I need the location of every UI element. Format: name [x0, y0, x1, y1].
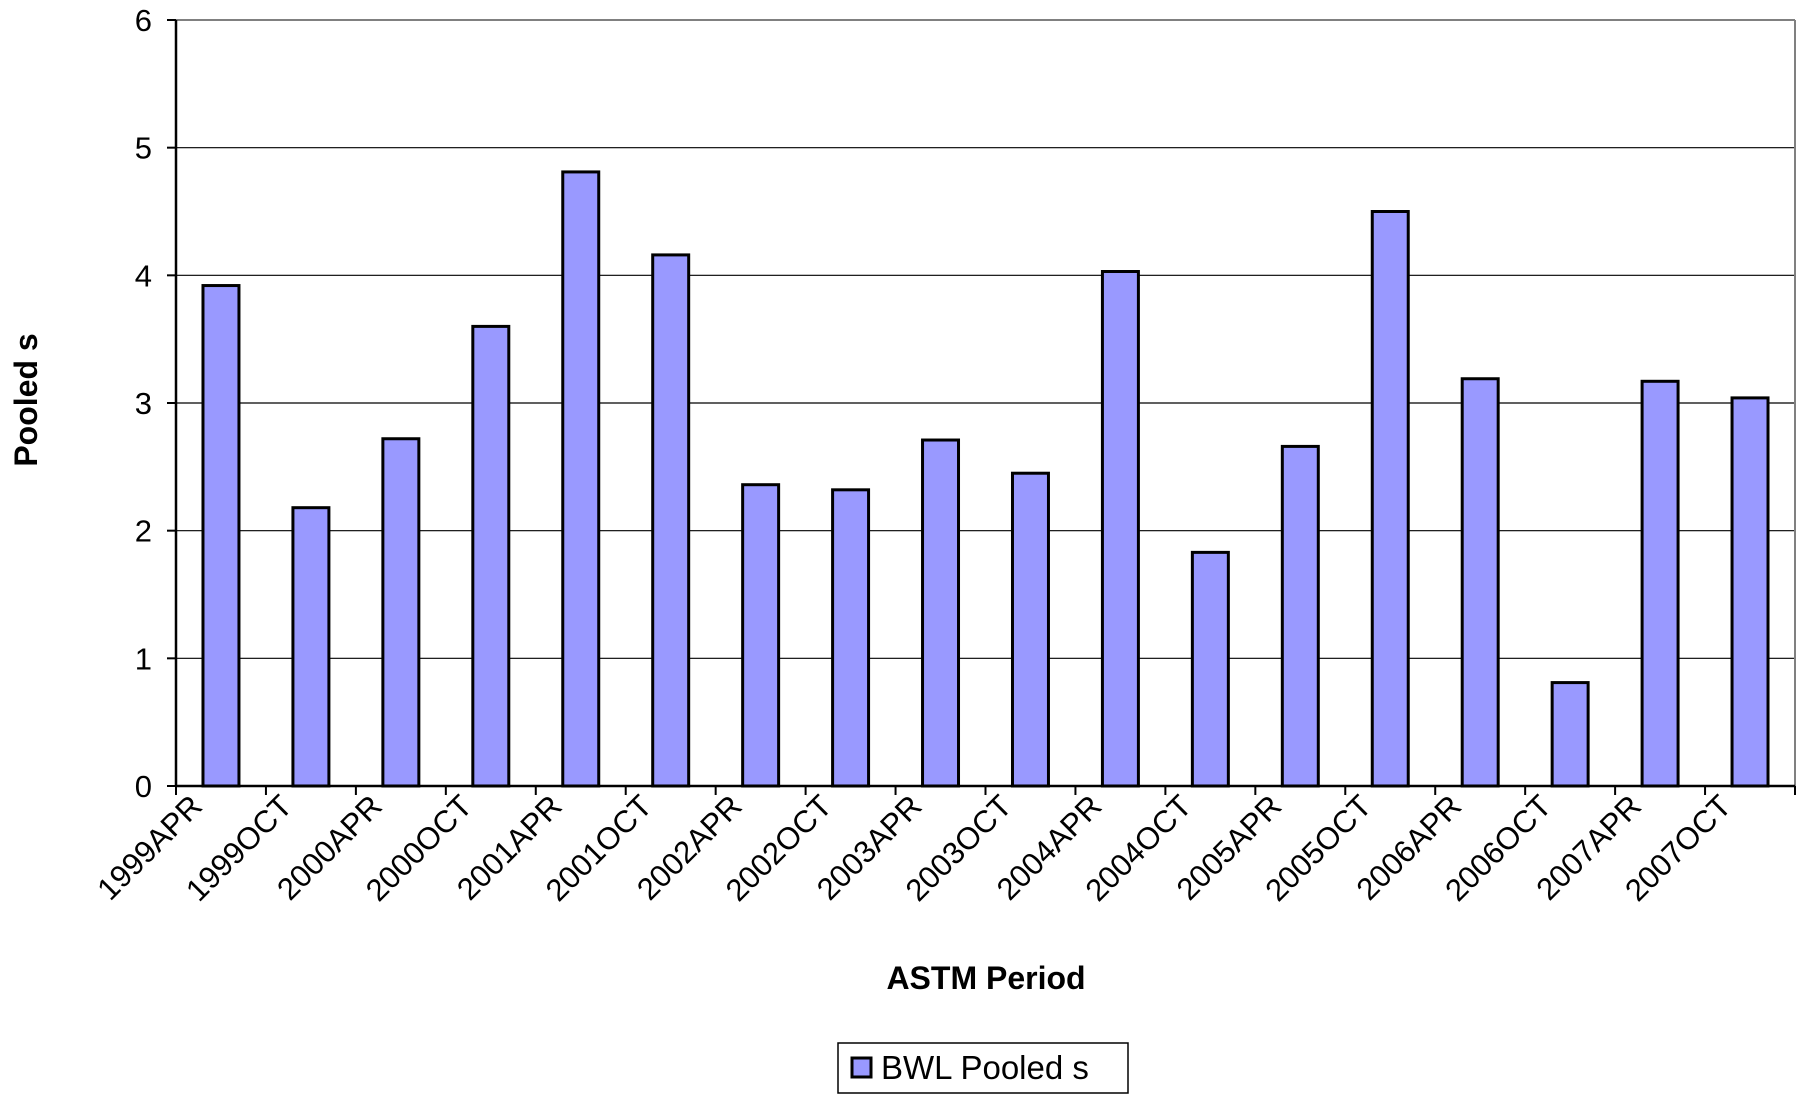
- legend-swatch: [850, 1056, 873, 1079]
- bar: [561, 170, 601, 788]
- y-tick-labels: 0 1 2 3 4 5 6: [135, 3, 152, 804]
- y-tick-label: 3: [135, 386, 152, 421]
- y-tick-label: 6: [135, 3, 152, 38]
- y-tick-label: 0: [135, 769, 152, 804]
- bar: [381, 437, 421, 788]
- bar: [1460, 377, 1500, 788]
- y-tick-label: 1: [135, 641, 152, 676]
- bar: [471, 324, 511, 788]
- bar: [291, 506, 331, 788]
- bar: [831, 488, 871, 788]
- bars: [201, 170, 1770, 788]
- bar: [1280, 444, 1320, 788]
- bar: [1370, 210, 1410, 788]
- bar: [1640, 379, 1680, 788]
- y-tick-label: 4: [135, 258, 152, 293]
- x-tick-labels: 1999APR1999OCT2000APR2000OCT2001APR2001O…: [90, 788, 1738, 908]
- bar: [201, 284, 241, 788]
- bar: [651, 253, 691, 788]
- bar: [1550, 681, 1590, 788]
- legend-label: BWL Pooled s: [881, 1049, 1089, 1086]
- y-axis-title: Pooled s: [8, 333, 44, 466]
- bar: [1100, 270, 1140, 788]
- legend-box: [837, 1042, 1129, 1094]
- bar: [1730, 396, 1770, 788]
- x-axis-title: ASTM Period: [886, 960, 1085, 996]
- bar: [1190, 550, 1230, 788]
- legend: BWL Pooled s: [837, 1042, 1129, 1094]
- y-tick-label: 2: [135, 514, 152, 549]
- bar: [921, 438, 961, 788]
- y-tick-label: 5: [135, 131, 152, 166]
- bar: [741, 483, 781, 788]
- bar: [1010, 471, 1050, 788]
- axes: [167, 19, 1796, 795]
